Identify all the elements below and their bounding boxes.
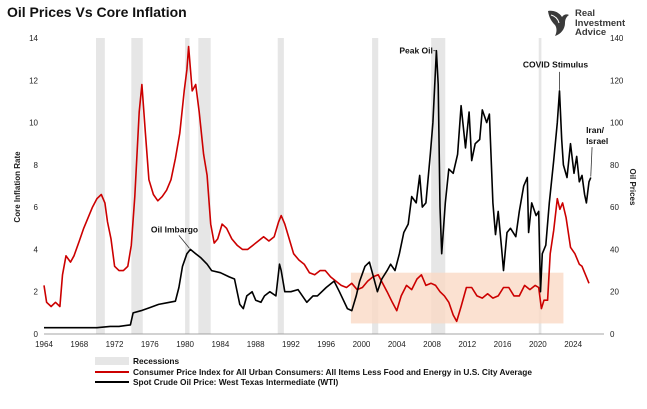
legend-item-recessions: Recessions: [95, 356, 532, 367]
right-tick-label-100: 100: [610, 119, 624, 128]
recession-bands: [96, 38, 542, 334]
annotation-oil-imbargo-leader: [178, 235, 190, 249]
recession-bar-2: [185, 38, 190, 334]
annotation-iran-israel-line-1: Iran/: [586, 125, 605, 135]
wti-series-line: [44, 49, 592, 329]
right-tick-labels: 0 20 40 60 80 100 120 140: [610, 34, 624, 339]
series-lines: [43, 45, 592, 329]
x-tick-label-2020: 2020: [529, 340, 547, 349]
x-tick-label-2016: 2016: [494, 340, 512, 349]
x-tick-label-2000: 2000: [353, 340, 371, 349]
x-tick-label-2012: 2012: [458, 340, 476, 349]
x-tick-label-1972: 1972: [106, 340, 124, 349]
legend-label-wti: Spot Crude Oil Price: West Texas Interme…: [133, 377, 339, 388]
legend-item-cpi: Consumer Price Index for All Urban Consu…: [95, 367, 532, 378]
legend-swatch-wti: [95, 381, 129, 384]
left-tick-label-8: 8: [34, 161, 39, 170]
highlight-band-group: [350, 272, 564, 324]
recession-bar-6: [431, 38, 446, 334]
x-tick-label-1964: 1964: [35, 340, 53, 349]
x-tick-label-2004: 2004: [388, 340, 406, 349]
right-tick-label-20: 20: [610, 288, 619, 297]
left-tick-label-2: 2: [34, 288, 39, 297]
left-tick-label-4: 4: [34, 245, 39, 254]
left-axis-label: Core Inflation Rate: [13, 151, 22, 223]
chart-title: Oil Prices Vs Core Inflation: [7, 4, 187, 20]
legend-label-cpi: Consumer Price Index for All Urban Consu…: [133, 366, 532, 377]
legend-swatch-recessions: [95, 357, 129, 366]
left-tick-label-12: 12: [29, 76, 38, 85]
right-axis-label: Oil Prices: [628, 169, 637, 206]
left-tick-label-14: 14: [29, 34, 38, 43]
x-tick-label-1992: 1992: [282, 340, 300, 349]
recession-bar-0: [96, 38, 105, 334]
x-tick-label-1980: 1980: [176, 340, 194, 349]
right-tick-label-120: 120: [610, 76, 624, 85]
left-tick-label-6: 6: [34, 203, 39, 212]
annotation-iran-israel-line-2: Israel: [586, 136, 608, 146]
x-tick-label-1968: 1968: [70, 340, 88, 349]
logo-line-2: Investment: [575, 17, 626, 29]
ria-logo: Real Investment Advice: [545, 8, 640, 38]
recession-bar-5: [372, 38, 379, 334]
legend-swatch-cpi: [95, 370, 129, 373]
annotation-iran-israel-leader: [590, 147, 593, 177]
right-tick-label-40: 40: [610, 245, 619, 254]
logo-line-1: Real: [575, 8, 596, 19]
right-tick-label-140: 140: [610, 34, 624, 43]
annotation-oil-imbargo: Oil Imbargo: [151, 224, 198, 234]
recession-bar-1: [131, 38, 143, 334]
legend-label-recessions: Recessions: [133, 356, 180, 366]
right-tick-label-0: 0: [610, 330, 615, 339]
legend: Recessions Consumer Price Index for All …: [95, 356, 532, 388]
x-tick-label-2008: 2008: [423, 340, 441, 349]
annotation-peak-oil: Peak Oil: [399, 46, 433, 56]
recession-bar-7: [538, 38, 542, 334]
annotations: Oil Imbargo Peak Oil COVID Stimulus Iran/Is…: [151, 46, 608, 249]
x-tick-label-1996: 1996: [317, 340, 335, 349]
left-tick-labels: 0 2 4 6 8 10 12 14: [29, 34, 38, 339]
left-tick-label-10: 10: [29, 119, 38, 128]
annotation-covid-stimulus: COVID Stimulus: [523, 60, 588, 70]
x-tick-label-1984: 1984: [211, 340, 229, 349]
left-tick-label-0: 0: [34, 330, 39, 339]
recession-bar-4: [277, 38, 284, 334]
x-tick-label-1976: 1976: [141, 340, 159, 349]
highlight-band: [350, 272, 564, 324]
recession-bar-3: [198, 38, 211, 334]
legend-item-wti: Spot Crude Oil Price: West Texas Interme…: [95, 377, 532, 388]
right-tick-label-80: 80: [610, 161, 619, 170]
x-tick-labels: 1964 1968 1972 1976 1980 1984 1988 1992 1996 2000…: [35, 340, 582, 349]
x-tick-label-2024: 2024: [564, 340, 582, 349]
cpi-series-line: [43, 45, 590, 323]
x-tick-label-1988: 1988: [247, 340, 265, 349]
logo-line-3: Advice: [575, 27, 607, 39]
right-tick-label-60: 60: [610, 203, 619, 212]
eagle-logo-icon: [548, 10, 569, 36]
